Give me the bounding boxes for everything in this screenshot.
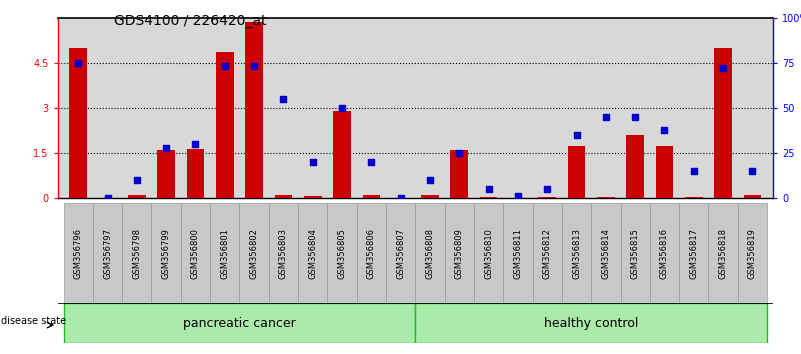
Bar (626, 135, 644, 198)
Text: GSM356804: GSM356804 (308, 228, 317, 279)
Point (189, 141, 202, 147)
Bar (298, 204, 328, 303)
Text: GSM356796: GSM356796 (74, 228, 83, 279)
Text: GSM356806: GSM356806 (367, 228, 376, 279)
Bar (415, 204, 445, 303)
Point (159, 145, 172, 150)
Bar (333, 111, 351, 198)
Point (277, 96, 290, 102)
Bar (568, 145, 586, 198)
Text: GSM356797: GSM356797 (103, 228, 112, 279)
Point (746, 168, 759, 174)
Text: GSM356807: GSM356807 (396, 228, 405, 279)
Text: GSM356803: GSM356803 (279, 228, 288, 279)
Bar (210, 204, 239, 303)
Bar (123, 204, 151, 303)
Bar (621, 204, 650, 303)
Bar (650, 204, 679, 303)
Bar (445, 204, 474, 303)
Text: GSM356816: GSM356816 (660, 228, 669, 279)
Point (365, 159, 378, 165)
Text: GSM356815: GSM356815 (630, 228, 640, 279)
Point (717, 65, 730, 71)
Bar (415, 303, 767, 343)
Text: GSM356819: GSM356819 (748, 228, 757, 279)
Text: pancreatic cancer: pancreatic cancer (183, 316, 296, 330)
Text: GSM356812: GSM356812 (543, 228, 552, 279)
Point (570, 132, 583, 138)
Bar (656, 145, 674, 198)
Text: GSM356808: GSM356808 (425, 228, 434, 279)
Bar (685, 197, 702, 198)
Text: GSM356809: GSM356809 (455, 228, 464, 279)
Bar (239, 204, 269, 303)
Point (394, 195, 407, 201)
Bar (386, 204, 415, 303)
Bar (708, 204, 738, 303)
Text: GSM356800: GSM356800 (191, 228, 200, 279)
Bar (480, 197, 497, 198)
Text: GSM356811: GSM356811 (513, 228, 522, 279)
Text: GSM356818: GSM356818 (718, 228, 727, 279)
Text: GSM356817: GSM356817 (690, 228, 698, 279)
Text: GSM356813: GSM356813 (572, 228, 581, 279)
Point (482, 187, 495, 192)
Point (101, 195, 114, 201)
Point (336, 105, 348, 111)
Bar (363, 195, 380, 198)
Bar (181, 204, 210, 303)
Bar (63, 204, 93, 303)
Text: healthy control: healthy control (544, 316, 638, 330)
Text: GSM356810: GSM356810 (484, 228, 493, 279)
Bar (503, 204, 533, 303)
Bar (533, 204, 562, 303)
Bar (275, 195, 292, 198)
Bar (679, 204, 708, 303)
Bar (591, 204, 621, 303)
Bar (714, 48, 732, 198)
Bar (738, 204, 767, 303)
Text: GSM356798: GSM356798 (132, 228, 141, 279)
Bar (157, 150, 175, 198)
Bar (269, 204, 298, 303)
Bar (597, 197, 614, 198)
Bar (562, 204, 591, 303)
Bar (70, 48, 87, 198)
Point (424, 177, 437, 183)
Bar (187, 149, 204, 198)
Point (306, 159, 319, 165)
Bar (743, 195, 761, 198)
Point (131, 177, 143, 183)
Bar (93, 204, 123, 303)
Bar (216, 52, 234, 198)
Bar (450, 150, 468, 198)
Point (219, 64, 231, 69)
Bar (328, 204, 356, 303)
Bar (474, 204, 503, 303)
Point (687, 168, 700, 174)
Point (248, 64, 260, 69)
Point (541, 187, 553, 192)
Bar (128, 195, 146, 198)
Text: GDS4100 / 226420_at: GDS4100 / 226420_at (114, 14, 266, 28)
Bar (356, 204, 386, 303)
Text: disease state: disease state (1, 316, 66, 326)
Point (453, 150, 465, 156)
Bar (63, 303, 415, 343)
Text: GSM356801: GSM356801 (220, 228, 229, 279)
Bar (245, 22, 263, 198)
Bar (151, 204, 181, 303)
Point (72, 60, 85, 66)
Point (658, 127, 671, 132)
Bar (538, 197, 556, 198)
Point (512, 194, 525, 199)
Bar (421, 195, 439, 198)
Text: GSM356814: GSM356814 (602, 228, 610, 279)
Point (629, 114, 642, 120)
Bar (304, 196, 321, 198)
Text: GSM356799: GSM356799 (162, 228, 171, 279)
Point (599, 114, 612, 120)
Text: GSM356805: GSM356805 (337, 228, 347, 279)
Text: GSM356802: GSM356802 (250, 228, 259, 279)
